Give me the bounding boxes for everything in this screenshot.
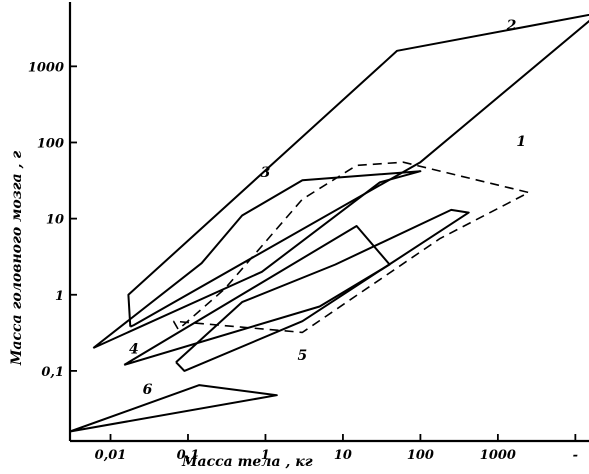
x-tick-label: 1 [261, 448, 270, 463]
region-5-outline [175, 208, 470, 372]
region-1-outline [172, 161, 530, 334]
region-2-outline [127, 13, 589, 328]
y-tick-label: 1 [55, 289, 64, 304]
region-labels: 1 2 3 4 5 6 [129, 18, 526, 398]
x-tick-label: 1000 [480, 448, 516, 463]
region-3-label: 3 [261, 165, 271, 181]
x-tick-label: - [573, 448, 578, 463]
tick-marks: 0,01 0,1 1 10 100 1000 - 0,1 1 10 100 1000 [28, 60, 578, 463]
x-tick-label: 0,01 [95, 448, 127, 463]
region-5-label: 5 [298, 348, 308, 364]
region-6-label: 6 [143, 382, 153, 398]
y-tick-label: 10 [46, 213, 64, 228]
x-tick-label: 0,1 [177, 448, 200, 463]
y-tick-label: 0,1 [41, 365, 64, 380]
y-axis-label: Масса головного мозга , г [9, 151, 25, 366]
region-1-label: 1 [516, 134, 526, 150]
region-3-outline [92, 170, 422, 349]
axes [68, 2, 589, 443]
x-axis-label: Масса тела , кг [181, 454, 313, 470]
region-4-label: 4 [129, 341, 139, 357]
x-tick-label: 10 [334, 448, 352, 463]
y-tick-label: 100 [37, 136, 64, 151]
region-polygons [69, 13, 589, 433]
y-tick-label: 1000 [28, 60, 64, 75]
region-2-label: 2 [506, 18, 517, 34]
region-6-outline [69, 384, 278, 433]
x-tick-label: 100 [407, 448, 434, 463]
